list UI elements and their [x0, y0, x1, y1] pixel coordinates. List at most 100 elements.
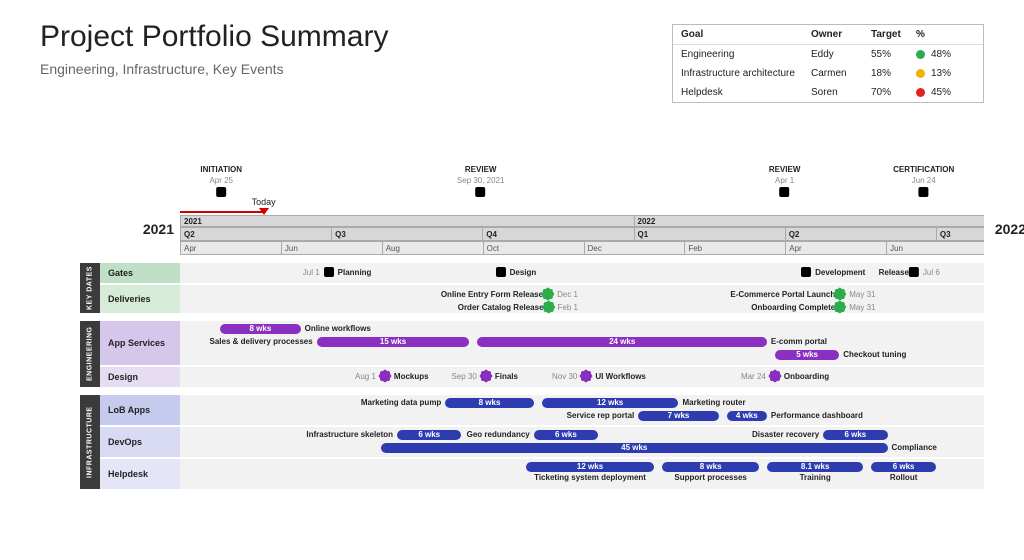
- row-label: Gates: [100, 263, 180, 283]
- phase-marker: CERTIFICATIONJun 24: [893, 165, 954, 197]
- timeline-header-cell: Dec: [584, 242, 602, 254]
- milestone: Aug 1 Mockups: [351, 370, 429, 382]
- milestone-date: Feb 1: [558, 303, 578, 312]
- milestone-square-icon: [801, 267, 811, 277]
- task-duration: 24 wks: [609, 337, 635, 346]
- goals-header-row: Goal Owner Target %: [673, 25, 983, 45]
- gantt-chart: GatesDeliveriesKEY DATESApp ServicesDesi…: [80, 165, 984, 545]
- milestone-date: Aug 1: [355, 372, 376, 381]
- status-dot: [916, 69, 925, 78]
- milestone-burst-icon: [581, 371, 591, 381]
- task-label: Rollout: [890, 473, 918, 482]
- phase-date: Apr 25: [200, 176, 242, 185]
- timeline-header-cell: Q2: [785, 228, 936, 240]
- timeline-header-cell: Q3: [331, 228, 482, 240]
- phase-square-icon: [476, 187, 486, 197]
- goals-row: EngineeringEddy55% 48%: [673, 45, 983, 64]
- group-tab: INFRASTRUCTURE: [80, 395, 100, 489]
- timeline-header-cell: Jun: [281, 242, 298, 254]
- goals-pct-value: 45%: [931, 87, 951, 98]
- goals-cell-goal: Infrastructure architecture: [681, 68, 811, 79]
- timeline-header-cell: Q4: [482, 228, 633, 240]
- task-duration: 8 wks: [700, 462, 722, 471]
- today-triangle-icon: [259, 208, 269, 215]
- goals-cell-target: 55%: [871, 49, 916, 60]
- phase-name: REVIEW: [769, 165, 801, 174]
- timeline-header-cell: 2021: [180, 216, 634, 226]
- goals-cell-goal: Engineering: [681, 49, 811, 60]
- task-label: Geo redundancy: [467, 430, 530, 439]
- task-duration: 45 wks: [621, 443, 647, 452]
- goals-cell-owner: Soren: [811, 87, 871, 98]
- task-duration: 6 wks: [893, 462, 915, 471]
- milestone-square-icon: [909, 267, 919, 277]
- timeline-header-cell: 2022: [634, 216, 984, 226]
- goals-cell-owner: Eddy: [811, 49, 871, 60]
- goals-pct-value: 48%: [931, 49, 951, 60]
- phase-square-icon: [780, 187, 790, 197]
- milestone: Order Catalog Release Feb 1: [458, 301, 582, 313]
- milestone-burst-icon: [835, 302, 845, 312]
- milestone: Nov 30UI Workflows: [548, 370, 646, 382]
- row-label: App Services: [100, 321, 180, 365]
- milestone-label: E-Commerce Portal Launch: [730, 290, 835, 299]
- timeline-header-cell: Q3: [936, 228, 984, 240]
- milestone: ReleaseJul 6: [879, 266, 944, 278]
- milestone: E-Commerce Portal LaunchMay 31: [730, 288, 879, 300]
- milestone-square-icon: [496, 267, 506, 277]
- phase-date: Sep 30, 2021: [457, 176, 505, 185]
- year-right: 2022: [995, 221, 1024, 237]
- goals-header-owner: Owner: [811, 29, 871, 40]
- milestone-burst-icon: [770, 371, 780, 381]
- milestone-burst-icon: [481, 371, 491, 381]
- milestone-date: Dec 1: [557, 290, 578, 299]
- timeline-header-cell: Feb: [684, 242, 702, 254]
- task-duration: 12 wks: [577, 462, 603, 471]
- task-duration: 6 wks: [418, 430, 440, 439]
- timeline-header-row: AprJunAugOctDecFebAprJun: [180, 241, 984, 255]
- goals-table: Goal Owner Target % EngineeringEddy55% 48…: [672, 24, 984, 103]
- phase-marker: REVIEWApr 1: [769, 165, 801, 197]
- timeline-header-cell: Q1: [634, 228, 785, 240]
- milestone-date: May 31: [849, 303, 875, 312]
- row-label: Deliveries: [100, 285, 180, 313]
- timeline-header-row: Q2Q3Q4Q1Q2Q3: [180, 227, 984, 241]
- milestone-date: Sep 30: [452, 372, 477, 381]
- goals-cell-pct: 48%: [916, 49, 976, 60]
- task-duration: 6 wks: [844, 430, 866, 439]
- milestone-label: Release: [879, 268, 909, 277]
- milestone-label: Onboarding Complete: [751, 303, 835, 312]
- phase-square-icon: [216, 187, 226, 197]
- goals-header-pct: %: [916, 29, 976, 40]
- milestone-burst-icon: [544, 302, 554, 312]
- milestone-square-icon: [324, 267, 334, 277]
- today-marker: Today: [252, 197, 276, 215]
- task-duration: 6 wks: [555, 430, 577, 439]
- goals-row: Infrastructure architectureCarmen18%13%: [673, 64, 983, 83]
- group-tab: KEY DATES: [80, 263, 100, 313]
- milestone-label: Order Catalog Release: [458, 303, 544, 312]
- task-duration: 12 wks: [597, 398, 623, 407]
- goals-pct-value: 13%: [931, 68, 951, 79]
- phase-marker: INITIATIONApr 25: [200, 165, 242, 197]
- row-label: Design: [100, 367, 180, 387]
- milestone-label: Mockups: [394, 372, 429, 381]
- phase-marker: REVIEWSep 30, 2021: [457, 165, 505, 197]
- goals-row: HelpdeskSoren70%45%: [673, 83, 983, 102]
- milestone-date: Jul 1: [303, 268, 320, 277]
- task-label: Ticketing system deployment: [534, 473, 646, 482]
- task-label: Disaster recovery: [752, 430, 819, 439]
- task-label: Service rep portal: [567, 411, 635, 420]
- status-dot: [916, 88, 925, 97]
- timeline-header-cell: Jun: [886, 242, 903, 254]
- milestone-date: Mar 24: [741, 372, 766, 381]
- task-label: Marketing data pump: [361, 398, 441, 407]
- task-label: Marketing router: [682, 398, 745, 407]
- milestone-label: Design: [510, 268, 537, 277]
- task-duration: 7 wks: [668, 411, 690, 420]
- milestone-label: Finals: [495, 372, 518, 381]
- timeline-header-cell: Q2: [180, 228, 331, 240]
- phase-square-icon: [919, 187, 929, 197]
- milestone: Mar 24Onboarding: [737, 370, 829, 382]
- task-duration: 8 wks: [249, 324, 271, 333]
